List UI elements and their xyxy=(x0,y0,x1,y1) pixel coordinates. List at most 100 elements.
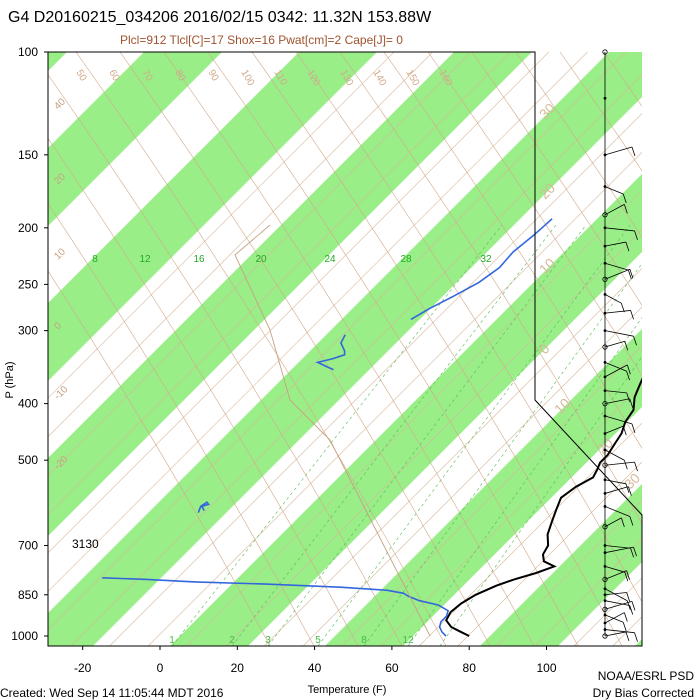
y-tick-label: 250 xyxy=(18,277,38,291)
mixing-ratio-label: 20 xyxy=(255,254,267,265)
dry-adiabat xyxy=(48,270,271,646)
wind-barb-feather xyxy=(630,310,634,320)
wind-barb-staff xyxy=(604,146,633,156)
isotherm-line xyxy=(302,306,642,646)
wind-barb-staff xyxy=(604,592,627,596)
mixing-ratio-line xyxy=(407,317,642,646)
dry-adiabat xyxy=(339,52,642,525)
dry-adiabat xyxy=(207,52,579,646)
wind-barb-staff xyxy=(604,398,630,404)
wind-barb-feather xyxy=(625,483,630,493)
calm-circle xyxy=(602,576,608,583)
x-tick-label: 60 xyxy=(385,661,399,675)
isotherm-label: -10 xyxy=(52,384,70,402)
wind-barb-staff xyxy=(604,330,634,337)
dry-adiabat xyxy=(383,52,642,449)
wind-barb-staff xyxy=(604,227,635,232)
isotherm-line xyxy=(148,151,642,646)
wind-barb-feather xyxy=(634,632,638,642)
isotherm-line xyxy=(418,422,642,646)
barb-dot xyxy=(603,599,607,603)
wind-barb-staff xyxy=(604,546,634,554)
dry-adiabat-label: 70 xyxy=(139,68,154,84)
wind-barb-staff xyxy=(604,310,631,314)
x-tick-label: 100 xyxy=(536,661,556,675)
isotherm-line xyxy=(341,345,642,646)
wind-barb-feather xyxy=(627,486,632,496)
mixing-ratio-label: 32 xyxy=(480,254,492,265)
dry-adiabat xyxy=(559,52,642,172)
y-tick-label: 1000 xyxy=(11,629,38,643)
wind-barb-staff xyxy=(604,390,627,394)
wind-barb-feather xyxy=(634,230,638,241)
isotherm-line xyxy=(48,52,433,438)
wind-barb-staff xyxy=(604,566,625,573)
wind-barb-feather xyxy=(629,516,634,526)
isotherm-line xyxy=(457,461,642,646)
isotherm-label: 10 xyxy=(52,246,68,262)
created-timestamp: Created: Wed Sep 14 11:05:44 MDT 2016 xyxy=(0,686,224,700)
y-tick-label: 100 xyxy=(18,45,38,59)
isotherm-line xyxy=(225,229,642,646)
wind-barb-feather xyxy=(625,241,630,252)
isotherm-line xyxy=(70,74,642,646)
calm-circle xyxy=(602,633,608,639)
green-band xyxy=(480,484,642,646)
dry-adiabat xyxy=(648,52,700,646)
dry-adiabat-label: 140 xyxy=(370,68,388,88)
wind-barb-feather xyxy=(631,423,636,433)
mixing-ratio-label: 28 xyxy=(400,254,412,265)
mixing-ratio-line xyxy=(231,224,557,646)
dewpoint-profile xyxy=(197,501,210,513)
plot-frame xyxy=(47,51,643,647)
wind-barb-staff xyxy=(604,600,630,606)
temperature-profile xyxy=(445,377,642,637)
mixing-ratio-lines xyxy=(171,224,642,646)
wind-barb-staff xyxy=(604,601,633,610)
green-band xyxy=(635,639,642,646)
dry-adiabat-label: 100 xyxy=(238,68,256,88)
mixing-ratio-bottom-label: 5 xyxy=(315,635,321,646)
wind-barb-staff xyxy=(604,268,631,280)
mixing-ratio-label: 12 xyxy=(139,254,151,265)
dry-adiabat xyxy=(75,52,447,646)
dewpoint-profile xyxy=(410,218,553,321)
dry-adiabat xyxy=(48,137,359,646)
wind-barb-feather xyxy=(633,546,637,557)
wind-barb-feather xyxy=(623,204,628,214)
barb-dot xyxy=(603,244,607,248)
isotherm-line xyxy=(48,52,550,554)
wind-barb-staff xyxy=(604,517,622,528)
wind-barb-staff xyxy=(604,461,635,466)
isotherm-line xyxy=(264,267,642,646)
y-tick-label: 850 xyxy=(18,588,38,602)
wind-barb-feather xyxy=(626,392,631,403)
wind-barb-feather xyxy=(624,341,629,351)
dry-adiabat-label: 80 xyxy=(172,68,187,84)
wind-barb-staff xyxy=(604,186,624,195)
x-tick-label: 20 xyxy=(231,661,245,675)
dry-adiabat xyxy=(471,52,642,306)
dewpoint-profile xyxy=(102,577,450,637)
wind-barb-feather xyxy=(626,364,631,374)
y-tick-label: 500 xyxy=(18,453,38,467)
y-tick-label: 150 xyxy=(18,148,38,162)
wind-barb-feather xyxy=(623,612,628,622)
org-label: NOAA/ESRL PSD xyxy=(598,669,695,683)
green-band xyxy=(48,52,67,71)
dry-adiabat xyxy=(427,52,642,377)
mixing-ratio-bottom-label: 3 xyxy=(265,635,271,646)
chart-title: G4 D20160215_034206 2016/02/15 0342: 11.… xyxy=(8,9,432,26)
dry-adiabat xyxy=(515,52,642,238)
isotherm-line xyxy=(651,52,700,646)
correction-label: Dry Bias Corrected xyxy=(593,686,694,700)
dry-adiabat-label: 50 xyxy=(73,68,88,84)
temperature-bands xyxy=(48,52,642,646)
wind-barb-staff xyxy=(604,415,633,425)
isotherm-line xyxy=(496,500,642,646)
wind-barb-feather xyxy=(630,548,634,558)
dry-adiabat-label: 150 xyxy=(403,68,421,88)
calm-circle xyxy=(602,401,608,407)
barb-dot xyxy=(603,628,607,631)
isotherm-line xyxy=(48,52,588,592)
